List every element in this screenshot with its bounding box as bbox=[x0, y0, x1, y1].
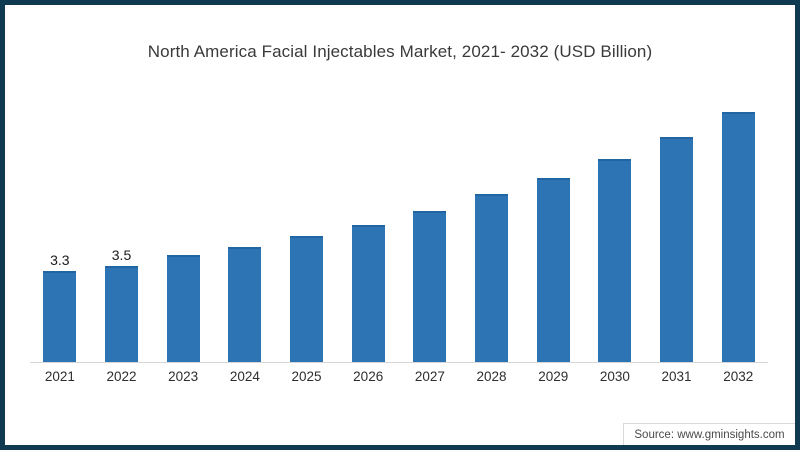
x-tick-2025: 2025 bbox=[291, 369, 322, 384]
x-tick-2030: 2030 bbox=[599, 369, 630, 384]
x-axis-labels: 2021 2022 2023 2024 2025 2026 2027 2028 2029 2030… bbox=[29, 369, 769, 384]
bar-slot bbox=[584, 87, 646, 362]
bar-2021 bbox=[43, 271, 77, 362]
bar-2027 bbox=[413, 210, 447, 362]
x-axis-line bbox=[30, 362, 768, 363]
bar-2032 bbox=[721, 111, 755, 362]
x-tick-2026: 2026 bbox=[353, 369, 384, 384]
bar-slot bbox=[276, 87, 338, 362]
bar-slot bbox=[152, 87, 214, 362]
x-tick-2021: 2021 bbox=[44, 369, 75, 384]
x-tick-2032: 2032 bbox=[723, 369, 754, 384]
x-tick-2028: 2028 bbox=[476, 369, 507, 384]
bar-slot bbox=[522, 87, 584, 362]
x-tick-2031: 2031 bbox=[661, 369, 692, 384]
chart-title: North America Facial Injectables Market,… bbox=[147, 42, 653, 61]
bar-slot bbox=[214, 87, 276, 362]
bar-2028 bbox=[475, 194, 509, 362]
bar-2023 bbox=[166, 254, 200, 362]
bar-2031 bbox=[660, 136, 694, 362]
x-tick-2023: 2023 bbox=[168, 369, 199, 384]
bar-slot bbox=[337, 87, 399, 362]
bar-2022 bbox=[105, 265, 138, 362]
bar-2024 bbox=[228, 246, 262, 362]
bar-slot bbox=[399, 87, 461, 362]
x-tick-2024: 2024 bbox=[229, 369, 260, 384]
x-tick-2022: 2022 bbox=[106, 369, 137, 384]
bar-slot bbox=[707, 87, 769, 362]
bar-value-label: 3.3 bbox=[50, 252, 70, 269]
bar-2025 bbox=[290, 235, 324, 362]
bars-row: 3.3 3.5 bbox=[29, 87, 769, 362]
bar-2026 bbox=[351, 224, 385, 362]
source-box: Source: www.gminsights.com bbox=[623, 423, 795, 445]
bar-2029 bbox=[536, 177, 570, 362]
bar-2030 bbox=[598, 158, 632, 362]
bar-slot bbox=[461, 87, 523, 362]
bar-slot: 3.5 bbox=[91, 87, 153, 362]
bar-slot bbox=[646, 87, 708, 362]
x-tick-2029: 2029 bbox=[538, 369, 569, 384]
bar-value-label: 3.5 bbox=[111, 246, 132, 263]
source-label: Source: www.gminsights.com bbox=[634, 428, 785, 441]
bar-slot: 3.3 bbox=[29, 87, 91, 362]
x-tick-2027: 2027 bbox=[414, 369, 445, 384]
